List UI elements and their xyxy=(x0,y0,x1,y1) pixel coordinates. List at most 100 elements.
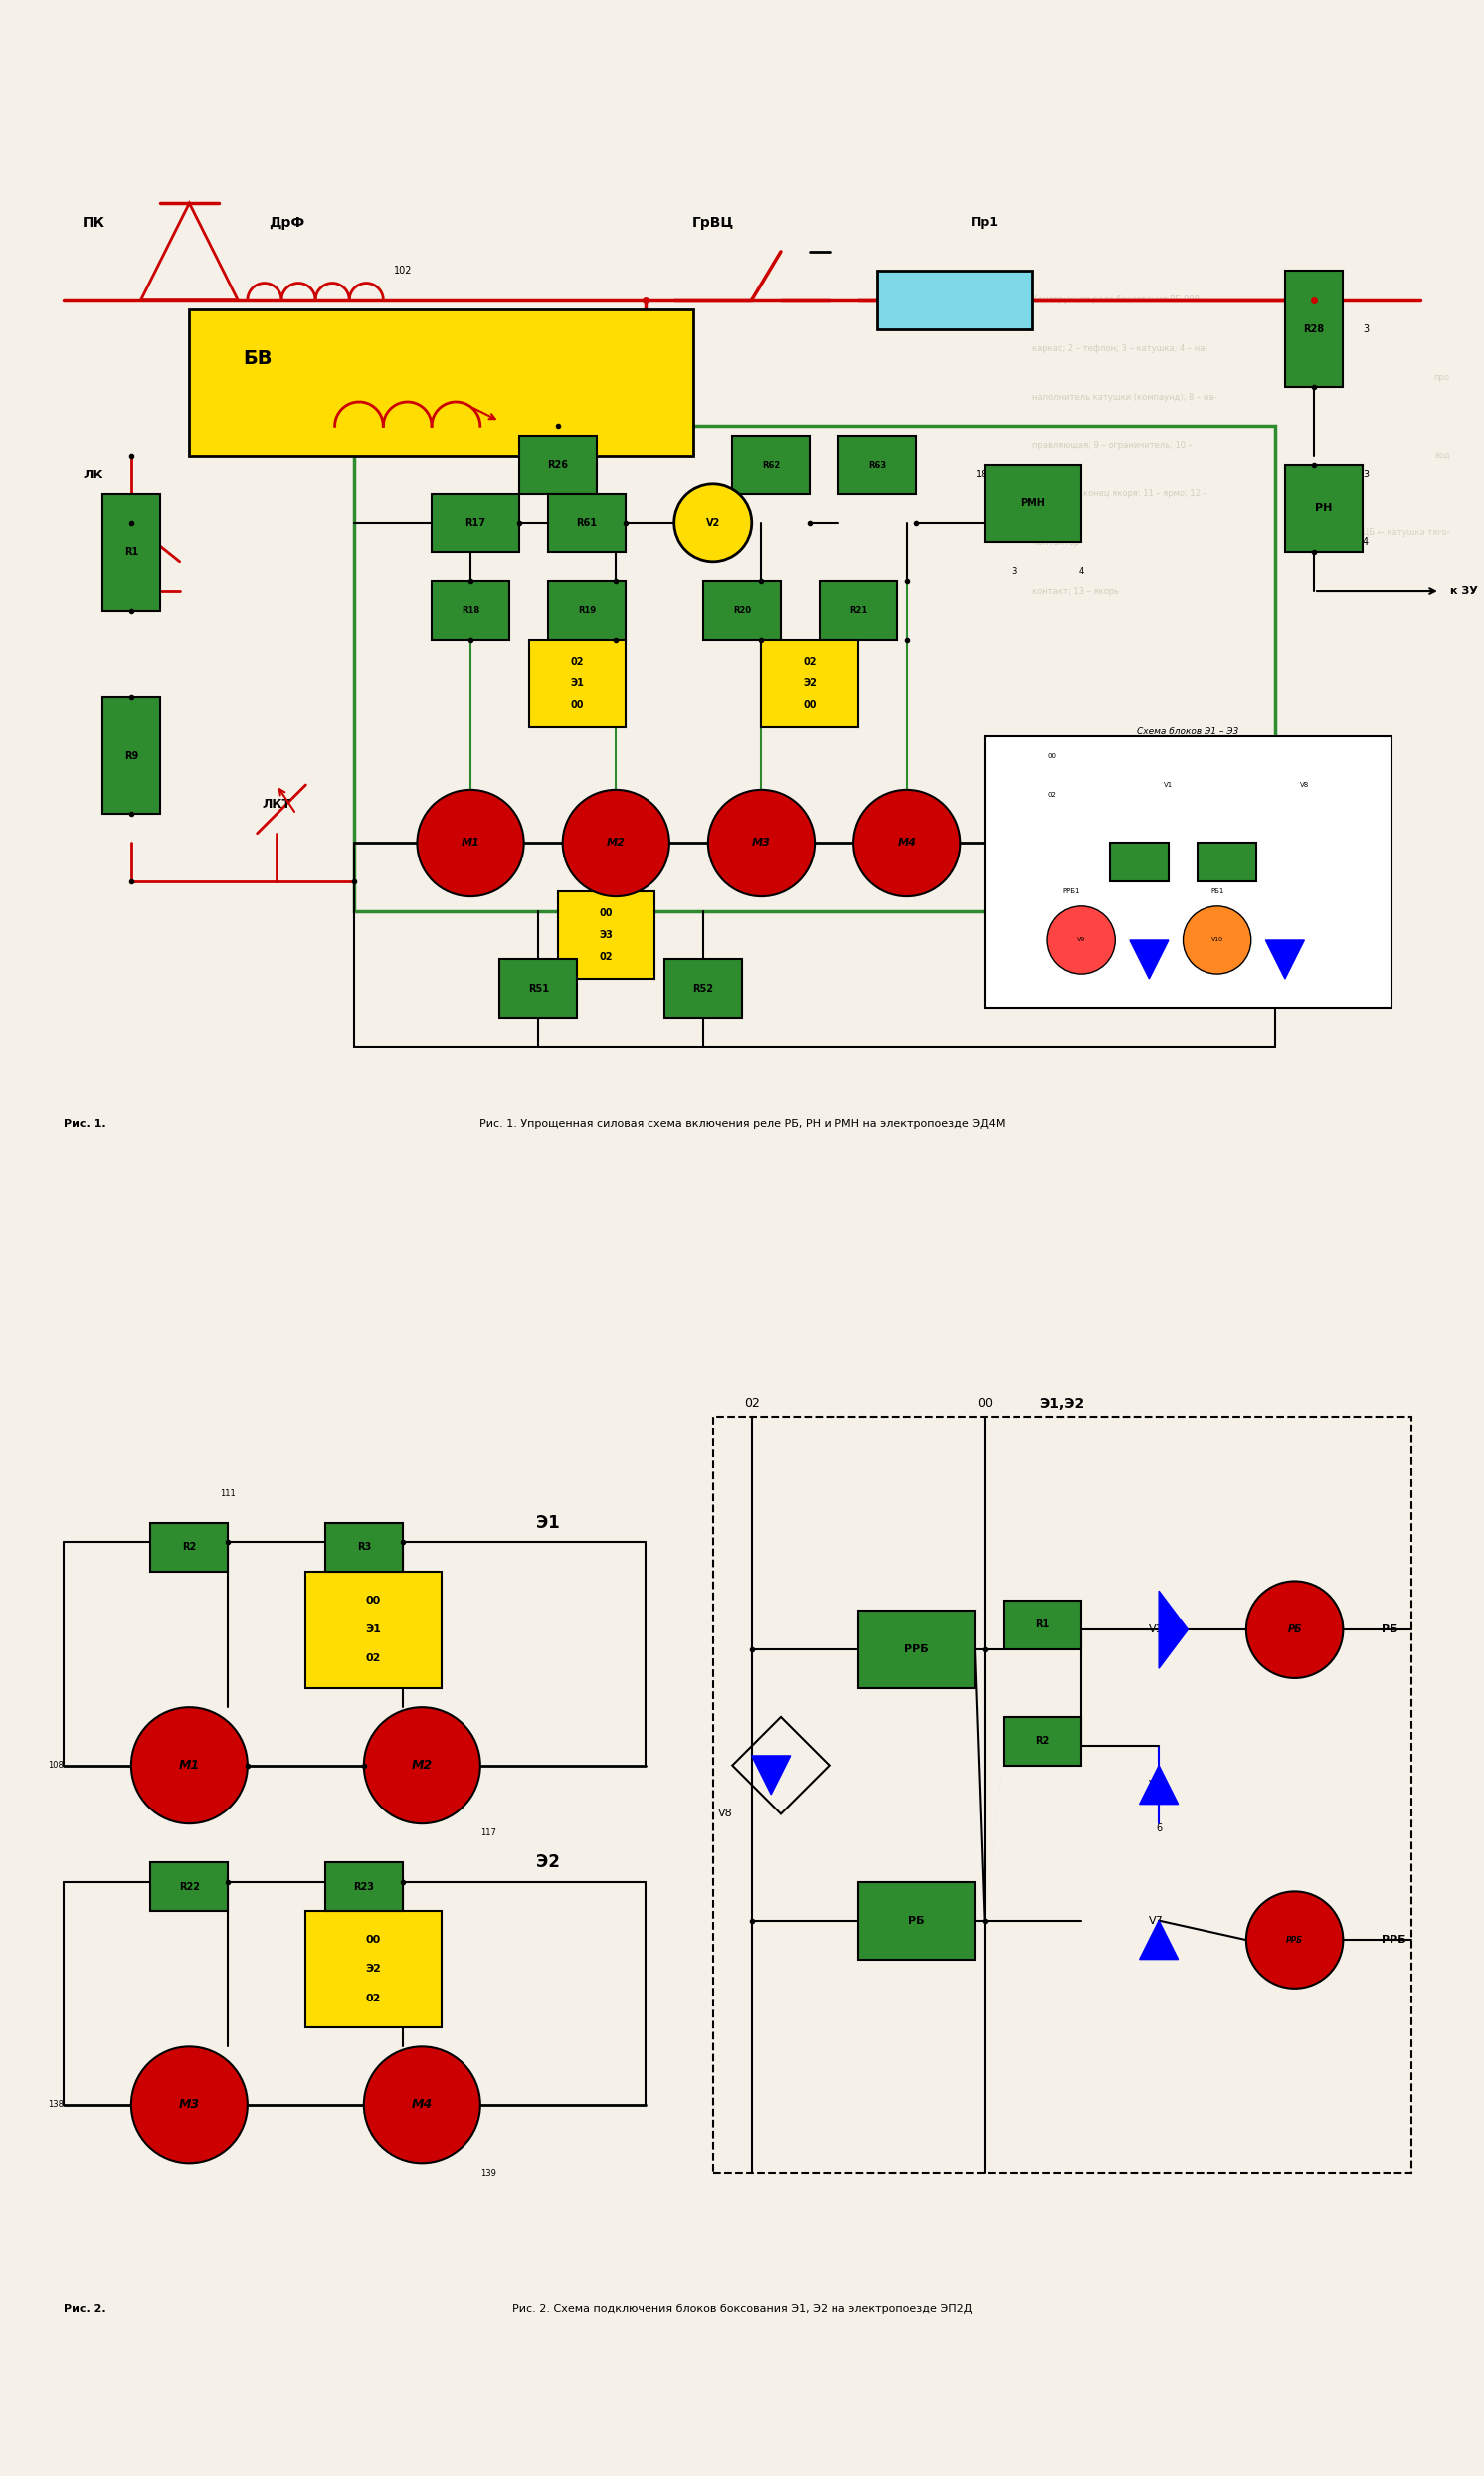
Bar xyxy=(325,1862,402,1911)
Bar xyxy=(190,310,693,456)
Bar xyxy=(1198,842,1255,881)
Polygon shape xyxy=(1159,1592,1189,1669)
Bar xyxy=(1285,270,1343,386)
Text: 02: 02 xyxy=(1048,792,1057,797)
Circle shape xyxy=(674,485,752,562)
Text: R62: R62 xyxy=(761,461,781,470)
Text: Пр1: Пр1 xyxy=(971,215,999,228)
Text: правляющая; 9 – ограничитель; 10 –: правляющая; 9 – ограничитель; 10 – xyxy=(1033,441,1193,451)
Text: V9: V9 xyxy=(1077,938,1085,943)
Text: R1: R1 xyxy=(125,547,138,557)
Text: M4: M4 xyxy=(411,2097,433,2112)
Circle shape xyxy=(364,2048,481,2164)
Text: БВ: БВ xyxy=(242,349,272,366)
Polygon shape xyxy=(1129,941,1168,978)
Text: РМН: РМН xyxy=(1021,498,1045,508)
Text: R61: R61 xyxy=(576,517,598,527)
Bar xyxy=(355,426,1275,911)
Text: 139: 139 xyxy=(481,2169,496,2176)
Text: 00: 00 xyxy=(570,701,583,711)
Text: Контактор: Контактор xyxy=(1033,537,1080,547)
Text: V1: V1 xyxy=(1149,1624,1163,1634)
Text: РБ1: РБ1 xyxy=(1211,889,1224,894)
Text: ЛК: ЛК xyxy=(83,468,102,480)
Circle shape xyxy=(1247,1892,1343,1988)
Circle shape xyxy=(131,2048,248,2164)
Text: Э1: Э1 xyxy=(570,678,585,688)
Text: РРБ: РРБ xyxy=(1287,1936,1303,1944)
Text: M4: M4 xyxy=(898,837,916,849)
Text: R18: R18 xyxy=(462,607,479,614)
Polygon shape xyxy=(1140,1921,1178,1959)
Text: Схема блоков Э1 – Э3: Схема блоков Э1 – Э3 xyxy=(1137,728,1239,735)
Bar xyxy=(558,891,654,978)
Bar xyxy=(432,495,519,552)
Text: V10: V10 xyxy=(1211,938,1223,943)
Text: M3: M3 xyxy=(752,837,770,849)
Bar xyxy=(665,958,742,1018)
Text: РБ: РБ xyxy=(908,1916,925,1926)
Circle shape xyxy=(1048,906,1116,973)
Text: R28: R28 xyxy=(1303,324,1325,334)
Text: РРБ: РРБ xyxy=(1382,1934,1407,1946)
Text: V1: V1 xyxy=(1163,782,1174,787)
Text: Конструкция реле боксования РБ-008:: Конструкция реле боксования РБ-008: xyxy=(1033,295,1202,305)
Text: R23: R23 xyxy=(353,1882,374,1892)
Text: R2: R2 xyxy=(1036,1736,1049,1746)
Text: ПК: ПК xyxy=(83,215,105,230)
Bar xyxy=(500,958,577,1018)
Text: каркас; 2 – тефлон; 3 – катушка; 4 – нa-: каркас; 2 – тефлон; 3 – катушка; 4 – нa- xyxy=(1033,344,1208,354)
Circle shape xyxy=(364,1708,481,1825)
Bar xyxy=(1110,842,1168,881)
Circle shape xyxy=(562,790,669,896)
Text: провод 2ЦБ ← катушка тяго-: провод 2ЦБ ← катушка тяго- xyxy=(1322,527,1450,537)
Text: Рис. 2. Схема подключения блоков боксования Э1, Э2 на электропоезде ЭП2Д: Рис. 2. Схема подключения блоков боксова… xyxy=(512,2303,972,2313)
Bar xyxy=(548,495,626,552)
Circle shape xyxy=(1247,1582,1343,1679)
Bar xyxy=(984,465,1082,542)
Text: R51: R51 xyxy=(528,983,549,993)
Bar xyxy=(712,1416,1411,2171)
Bar xyxy=(528,639,626,725)
Text: 3: 3 xyxy=(1362,324,1368,334)
Text: РБ: РБ xyxy=(1382,1624,1398,1634)
Polygon shape xyxy=(1266,941,1304,978)
Text: 3: 3 xyxy=(1011,567,1017,577)
Text: наполнитель катушки (компаунд); 8 – на-: наполнитель катушки (компаунд); 8 – на- xyxy=(1033,394,1217,401)
Bar xyxy=(858,1609,975,1689)
Bar xyxy=(519,436,597,495)
Text: R19: R19 xyxy=(577,607,597,614)
Text: 111: 111 xyxy=(220,1491,236,1498)
Text: 02: 02 xyxy=(600,953,613,963)
Text: V6: V6 xyxy=(1149,1780,1163,1790)
Bar xyxy=(761,639,858,725)
Bar xyxy=(432,582,509,639)
Text: РБ: РБ xyxy=(1288,1624,1301,1634)
Text: 02: 02 xyxy=(367,1654,381,1664)
Bar xyxy=(703,582,781,639)
Text: 00: 00 xyxy=(367,1595,381,1604)
Bar xyxy=(1285,465,1362,552)
Text: R52: R52 xyxy=(693,983,714,993)
Text: M1: M1 xyxy=(462,837,479,849)
Text: 102: 102 xyxy=(393,265,413,275)
Text: к ЗУ: к ЗУ xyxy=(1450,587,1478,597)
Text: M2: M2 xyxy=(411,1758,433,1773)
Text: 3: 3 xyxy=(1362,470,1368,480)
Text: вод: вод xyxy=(1434,451,1450,461)
Circle shape xyxy=(1183,906,1251,973)
Text: R2: R2 xyxy=(183,1543,196,1552)
Text: 02: 02 xyxy=(367,1993,381,2003)
Bar xyxy=(548,582,626,639)
Polygon shape xyxy=(1140,1765,1178,1805)
Text: Э3: Э3 xyxy=(600,931,613,941)
Text: R63: R63 xyxy=(868,461,887,470)
Circle shape xyxy=(131,1708,248,1825)
Bar xyxy=(838,436,917,495)
Bar xyxy=(150,1862,229,1911)
Text: Э1: Э1 xyxy=(365,1624,381,1634)
Text: 02: 02 xyxy=(570,656,583,666)
Text: 00: 00 xyxy=(1048,753,1057,758)
Bar xyxy=(877,270,1033,329)
Bar xyxy=(306,1911,441,2028)
